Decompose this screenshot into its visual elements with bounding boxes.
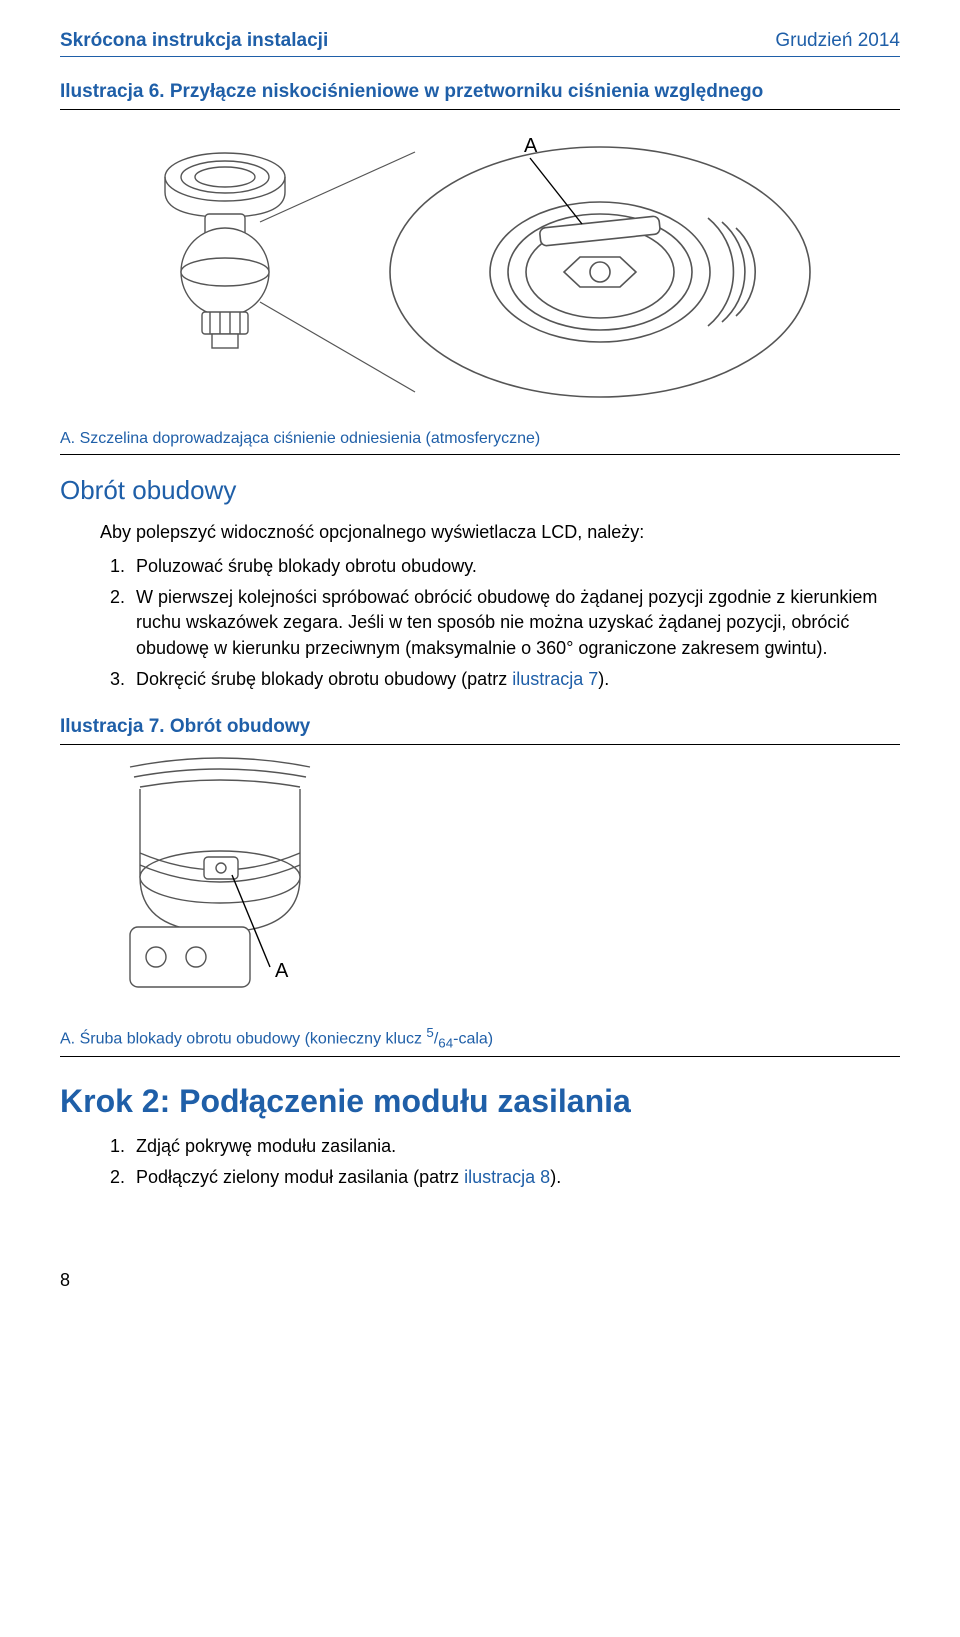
step2-item-2-link[interactable]: ilustracja 8 (464, 1167, 550, 1187)
rotation-item-3-text: Dokręcić śrubę blokady obrotu obudowy (p… (136, 669, 512, 689)
header-rule (60, 56, 900, 57)
fig7-caption-suffix: -cala) (453, 1030, 493, 1047)
fig7-svg: A (100, 757, 360, 1017)
fig6-caption: A. Szczelina doprowadzająca ciśnienie od… (60, 430, 900, 448)
fig7-title: Ilustracja 7. Obrót obudowy (60, 714, 900, 740)
fig7-diagram: A (60, 757, 900, 1017)
fig7-rule-bottom (60, 1056, 900, 1057)
step2-item-2: Podłączyć zielony moduł zasilania (patrz… (130, 1165, 900, 1190)
header-right-date: Grudzień 2014 (775, 30, 900, 52)
step2-list: Zdjąć pokrywę modułu zasilania. Podłączy… (130, 1134, 900, 1190)
fig7-caption-num: 5 (426, 1025, 433, 1040)
fig7-caption: A. Śruba blokady obrotu obudowy (koniecz… (60, 1025, 900, 1051)
fig6-diagram: A (60, 122, 900, 422)
rotation-list: Poluzować śrubę blokady obrotu obudowy. … (130, 554, 900, 692)
fig7-caption-den: 64 (438, 1035, 453, 1050)
fig7-label-a: A (275, 960, 289, 982)
fig6-svg: A (110, 122, 850, 422)
step2-item-2-tail: ). (550, 1167, 561, 1187)
step2-heading: Krok 2: Podłączenie modułu zasilania (60, 1083, 900, 1120)
step2-item-1: Zdjąć pokrywę modułu zasilania. (130, 1134, 900, 1159)
fig6-label-a: A (524, 135, 538, 157)
page-number: 8 (60, 1270, 900, 1291)
rotation-heading: Obrót obudowy (60, 475, 900, 506)
header-left-title: Skrócona instrukcja instalacji (60, 30, 328, 52)
rotation-item-3: Dokręcić śrubę blokady obrotu obudowy (p… (130, 667, 900, 692)
rotation-item-3-link[interactable]: ilustracja 7 (512, 669, 598, 689)
rotation-intro: Aby polepszyć widoczność opcjonalnego wy… (100, 520, 900, 544)
rotation-item-3-tail: ). (598, 669, 609, 689)
fig7-caption-prefix: A. Śruba blokady obrotu obudowy (koniecz… (60, 1030, 426, 1047)
fig7-rule-top (60, 744, 900, 745)
rotation-item-2: W pierwszej kolejności spróbować obrócić… (130, 585, 900, 661)
page-header: Skrócona instrukcja instalacji Grudzień … (60, 30, 900, 56)
fig6-title: Ilustracja 6. Przyłącze niskociśnieniowe… (60, 79, 900, 105)
fig6-rule-bottom (60, 454, 900, 455)
rotation-item-1: Poluzować śrubę blokady obrotu obudowy. (130, 554, 900, 579)
fig6-rule-top (60, 109, 900, 110)
step2-item-2-text: Podłączyć zielony moduł zasilania (patrz (136, 1167, 464, 1187)
